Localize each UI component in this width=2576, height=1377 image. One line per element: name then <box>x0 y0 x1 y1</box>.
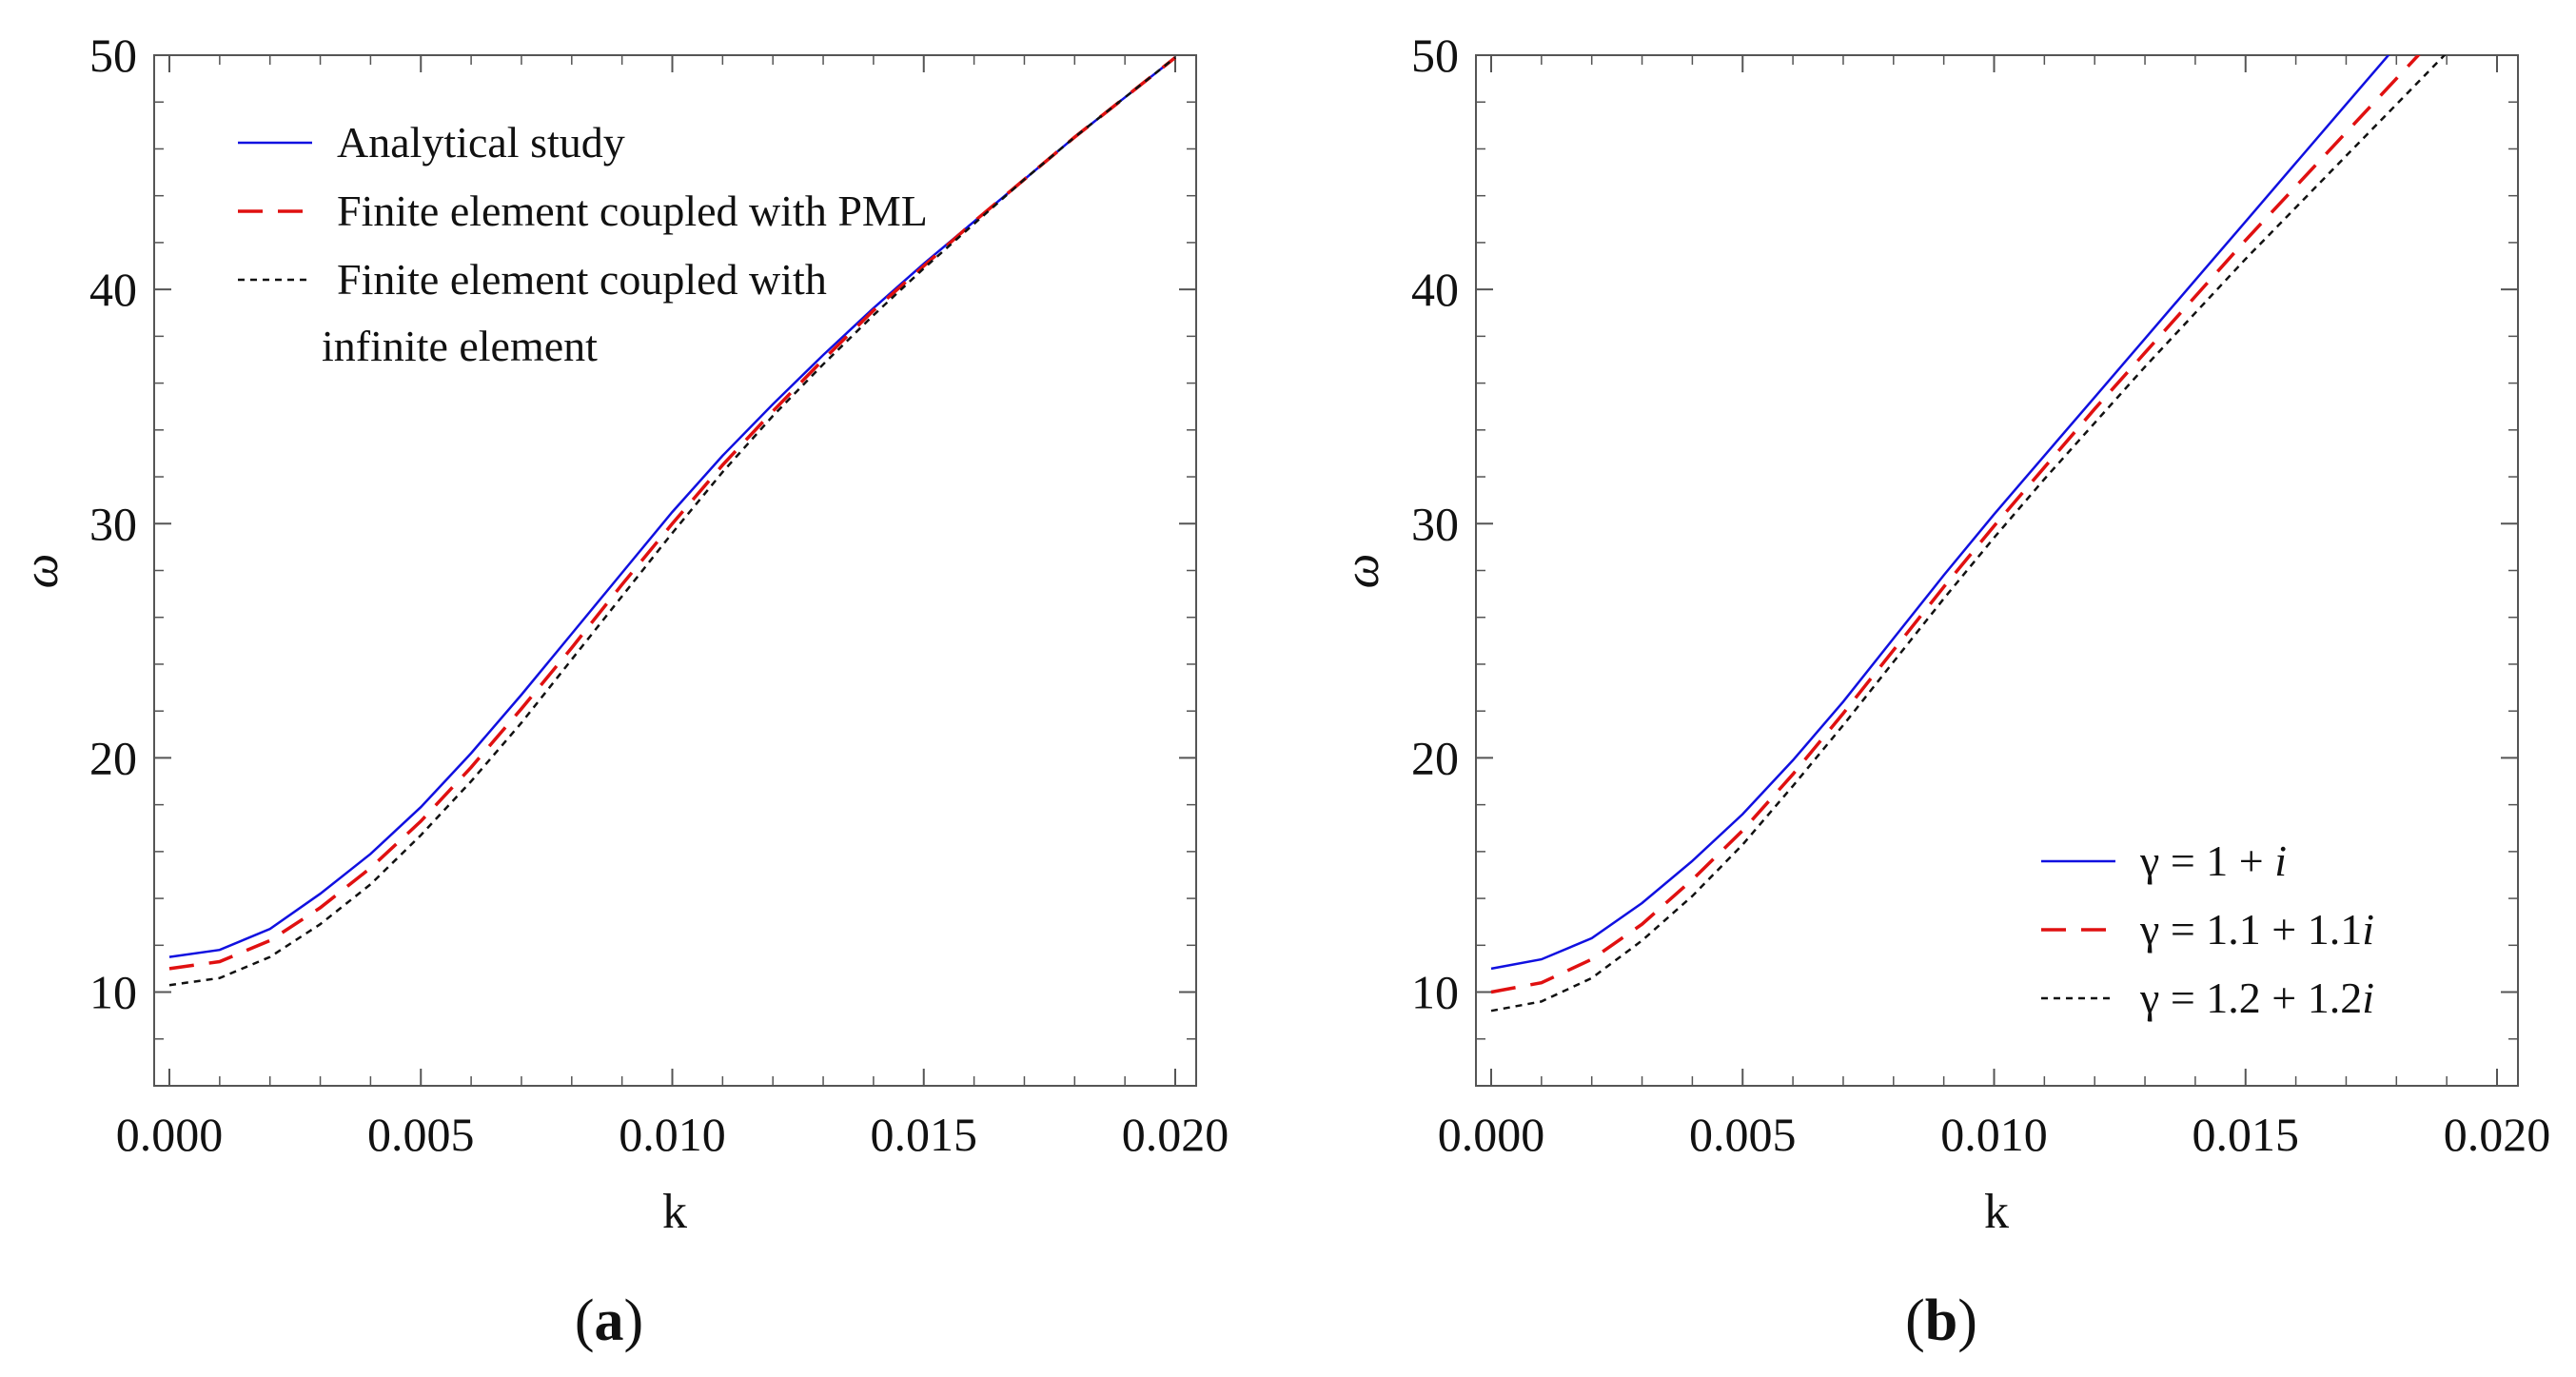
legend-label-0: γ = 1 + i <box>2139 836 2287 885</box>
y-tick-label: 30 <box>1411 497 1459 550</box>
legend-label-2: γ = 1.2 + 1.2i <box>2139 974 2374 1022</box>
x-ticks: 0.000 0.005 0.010 0.015 0.020 <box>116 55 1229 1161</box>
legend-label-text: γ = 1.2 + 1.2 <box>2139 974 2362 1022</box>
legend-label-1: Finite element coupled with PML <box>337 187 928 235</box>
series-line-2 <box>1490 55 2447 1013</box>
series-line-1 <box>1490 55 2421 994</box>
y-axis-label: ω <box>1335 554 1389 589</box>
series-line-0 <box>1490 55 2390 971</box>
x-ticks: 0.000 0.005 0.010 0.015 0.020 <box>1438 55 2551 1161</box>
y-axis-label: ω <box>14 554 69 589</box>
series-lines <box>1490 55 2447 1013</box>
panel-label-letter: a <box>595 1288 624 1353</box>
chart-panel-a: 0.000 0.005 0.010 0.015 0.020 10 20 30 40 50 k ω… <box>14 29 1229 1353</box>
legend-label-line-2: infinite element <box>322 322 598 370</box>
panel-label-letter: b <box>1925 1288 1957 1353</box>
x-tick-label: 0.015 <box>871 1108 978 1161</box>
y-tick-label: 40 <box>89 263 137 316</box>
x-tick-label: 0.010 <box>1940 1108 2048 1161</box>
legend-label-line-1: Finite element coupled with <box>337 255 827 304</box>
x-axis-label: k <box>1984 1185 2009 1239</box>
x-tick-label: 0.000 <box>1438 1108 1545 1161</box>
y-tick-label: 10 <box>89 966 137 1019</box>
x-tick-label: 0.000 <box>116 1108 224 1161</box>
y-ticks: 10 20 30 40 50 <box>89 29 1196 1087</box>
legend-label-1: γ = 1.1 + 1.1i <box>2139 905 2374 954</box>
legend-label-imag: i <box>2274 836 2287 885</box>
legend-label-2: Finite element coupled with infinite elem… <box>322 255 827 370</box>
legend-label-text: γ = 1.1 + 1.1 <box>2139 905 2362 954</box>
legend-label-0: Analytical study <box>337 118 625 167</box>
series-line-1 <box>168 56 1177 971</box>
y-tick-label: 50 <box>89 29 137 82</box>
x-tick-label: 0.020 <box>2444 1108 2551 1161</box>
y-ticks: 10 20 30 40 50 <box>1411 29 2518 1087</box>
legend-label-imag: i <box>2362 905 2374 954</box>
x-axis-label: k <box>662 1185 687 1239</box>
panel-label: (b) <box>1905 1288 1977 1353</box>
x-tick-label: 0.010 <box>619 1108 726 1161</box>
y-tick-label: 20 <box>1411 731 1459 784</box>
x-tick-label: 0.005 <box>367 1108 475 1161</box>
legend: γ = 1 + iγ = 1.1 + 1.1iγ = 1.2 + 1.2i <box>2041 836 2374 1022</box>
legend-label-imag: i <box>2362 974 2374 1022</box>
panel-label: (a) <box>575 1288 643 1353</box>
y-tick-label: 50 <box>1411 29 1459 82</box>
x-tick-label: 0.015 <box>2193 1108 2300 1161</box>
x-tick-label: 0.005 <box>1689 1108 1797 1161</box>
y-tick-label: 30 <box>89 497 137 550</box>
series-line-2 <box>168 56 1176 987</box>
y-tick-label: 20 <box>89 731 137 784</box>
legend-label-text: γ = 1 + <box>2139 836 2274 885</box>
y-tick-label: 40 <box>1411 263 1459 316</box>
chart-panel-b: 0.000 0.005 0.010 0.015 0.020 10 20 30 40 50 k ω… <box>1335 29 2551 1353</box>
legend: Analytical study Finite element coupled w… <box>238 118 928 370</box>
y-tick-label: 10 <box>1411 966 1459 1019</box>
series-lines <box>168 56 1177 987</box>
x-tick-label: 0.020 <box>1122 1108 1229 1161</box>
